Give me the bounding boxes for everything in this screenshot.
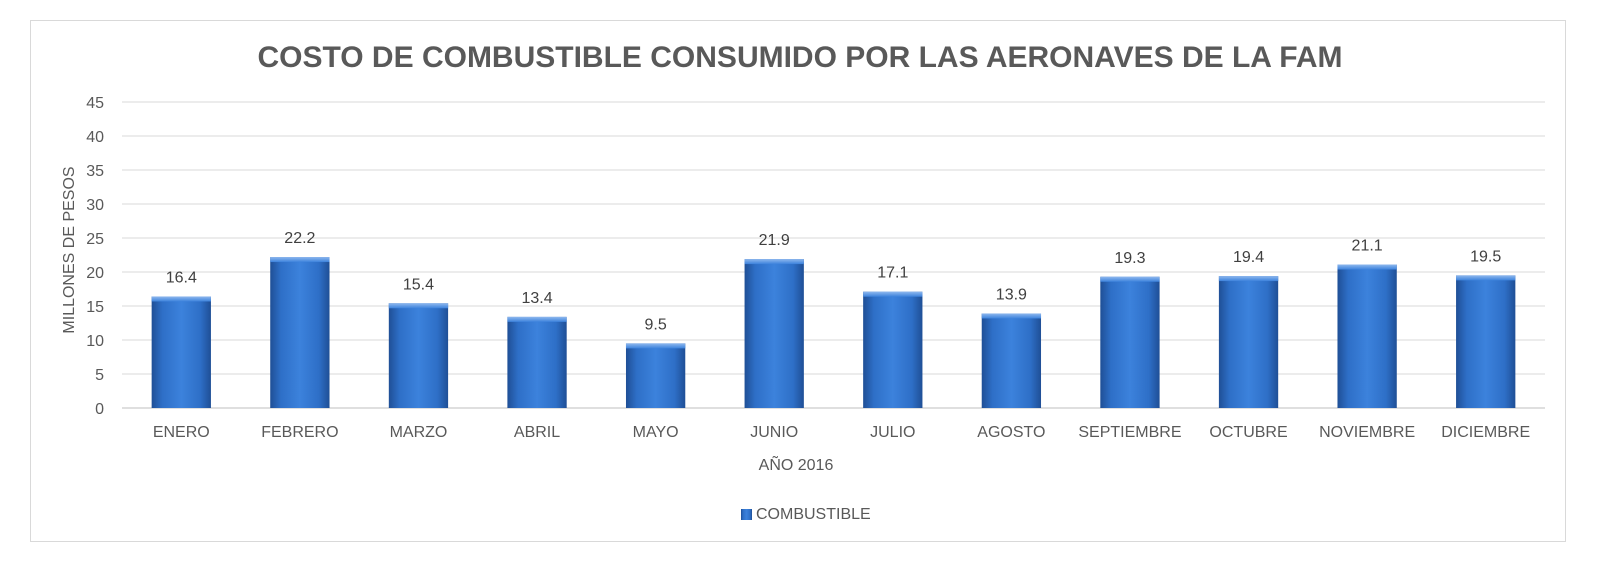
data-label: 22.2 bbox=[284, 230, 315, 247]
data-label: 9.5 bbox=[645, 316, 667, 333]
bar-body bbox=[1456, 275, 1516, 408]
x-axis-ticks: ENERO FEBRERO MARZO ABRIL MAYO JUNIO JULIO AGOS… bbox=[153, 424, 1530, 441]
bar-body bbox=[151, 296, 211, 408]
x-tick-label: FEBRERO bbox=[261, 424, 338, 441]
data-label: 19.3 bbox=[1114, 250, 1145, 267]
bar-cap bbox=[981, 313, 1042, 319]
bar-body bbox=[1100, 276, 1160, 408]
data-label: 21.9 bbox=[759, 232, 790, 249]
y-tick-label: 0 bbox=[95, 401, 104, 418]
x-tick-label: AGOSTO bbox=[977, 424, 1045, 441]
bar-cap bbox=[270, 257, 330, 263]
bar-cap bbox=[863, 291, 923, 297]
x-tick-label: NOVIEMBRE bbox=[1319, 424, 1415, 441]
bar-cap bbox=[625, 343, 686, 349]
y-tick-label: 15 bbox=[86, 299, 104, 316]
y-tick-label: 10 bbox=[86, 333, 104, 350]
bar bbox=[151, 296, 211, 408]
bar-cap bbox=[507, 316, 567, 322]
data-labels: 16.4 22.2 15.4 13.4 9.5 21.9 17.1 13.9 19.3 19.4 2… bbox=[166, 230, 1502, 333]
data-label: 13.9 bbox=[996, 286, 1027, 303]
x-tick-label: MAYO bbox=[633, 424, 679, 441]
bar-cap bbox=[1337, 264, 1397, 270]
x-tick-label: ABRIL bbox=[514, 424, 560, 441]
bar-cap bbox=[1456, 275, 1516, 281]
bar-cap bbox=[1100, 276, 1160, 282]
x-tick-label: SEPTIEMBRE bbox=[1078, 424, 1181, 441]
data-label: 17.1 bbox=[877, 265, 908, 282]
y-tick-label: 25 bbox=[86, 231, 104, 248]
y-tick-label: 30 bbox=[86, 197, 104, 214]
bar-body bbox=[388, 303, 449, 408]
data-label: 21.1 bbox=[1352, 238, 1383, 255]
data-label: 13.4 bbox=[521, 290, 552, 307]
bar bbox=[507, 316, 567, 408]
bar-body bbox=[270, 257, 330, 408]
bar bbox=[270, 257, 330, 408]
legend: COMBUSTIBLE bbox=[741, 506, 871, 523]
y-tick-label: 45 bbox=[86, 95, 104, 112]
data-label: 15.4 bbox=[403, 276, 434, 293]
bar-body bbox=[507, 316, 567, 408]
x-tick-label: ENERO bbox=[153, 424, 210, 441]
chart-title: COSTO DE COMBUSTIBLE CONSUMIDO POR LAS A… bbox=[257, 41, 1342, 74]
bar bbox=[744, 259, 804, 408]
legend-label: COMBUSTIBLE bbox=[756, 506, 871, 523]
data-label: 19.5 bbox=[1470, 248, 1501, 265]
bar bbox=[1218, 276, 1279, 408]
bar-cap bbox=[1218, 276, 1279, 282]
bar bbox=[1337, 264, 1397, 408]
y-tick-label: 20 bbox=[86, 265, 104, 282]
y-axis-title: MILLONES DE PESOS bbox=[61, 166, 78, 333]
data-label: 16.4 bbox=[166, 269, 197, 286]
bar-body bbox=[625, 343, 686, 408]
bar bbox=[1100, 276, 1160, 408]
gridlines bbox=[122, 101, 1545, 409]
bar-cap bbox=[151, 296, 211, 302]
data-label: 19.4 bbox=[1233, 249, 1264, 266]
x-axis-title: AÑO 2016 bbox=[759, 454, 834, 474]
bar bbox=[625, 343, 686, 408]
bar-cap bbox=[388, 303, 449, 309]
bar-body bbox=[981, 313, 1042, 408]
bars bbox=[151, 257, 1516, 408]
bar-body bbox=[863, 291, 923, 408]
x-tick-label: JUNIO bbox=[750, 424, 798, 441]
y-tick-label: 35 bbox=[86, 163, 104, 180]
bar-body bbox=[1218, 276, 1279, 408]
y-tick-label: 5 bbox=[95, 367, 104, 384]
bar bbox=[1456, 275, 1516, 408]
legend-swatch bbox=[741, 509, 752, 520]
bar-body bbox=[744, 259, 804, 408]
bar bbox=[981, 313, 1042, 408]
x-tick-label: OCTUBRE bbox=[1209, 424, 1287, 441]
bar bbox=[863, 291, 923, 408]
bar-cap bbox=[744, 259, 804, 265]
x-tick-label: DICIEMBRE bbox=[1441, 424, 1530, 441]
x-tick-label: JULIO bbox=[870, 424, 915, 441]
x-tick-label: MARZO bbox=[390, 424, 448, 441]
y-tick-label: 40 bbox=[86, 129, 104, 146]
y-axis-ticks: 0 5 10 15 20 25 30 35 40 45 bbox=[86, 95, 104, 418]
bar-body bbox=[1337, 264, 1397, 408]
bar bbox=[388, 303, 449, 408]
